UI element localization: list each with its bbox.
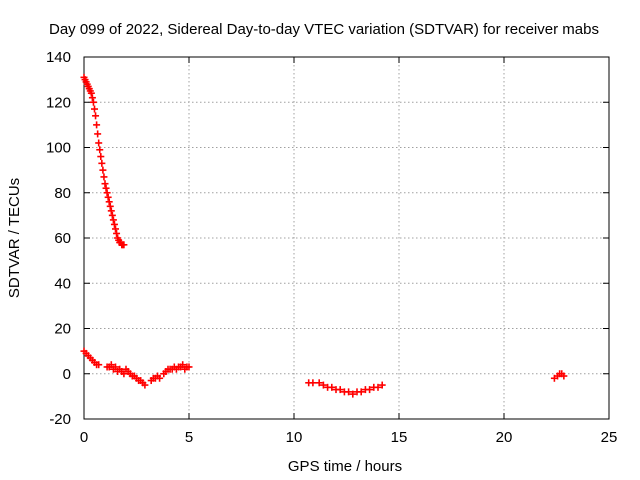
data-point [96,146,104,154]
data-point [120,241,128,249]
data-point [107,361,115,369]
data-point [95,361,103,369]
data-point [357,388,365,396]
y-tick-label: 100 [46,140,71,157]
data-points [80,73,568,398]
data-point [345,388,353,396]
data-point [98,159,106,167]
y-tick-label: 120 [46,94,71,111]
x-tick-label: 15 [391,429,408,446]
data-point [99,166,107,174]
data-point [89,98,97,106]
data-point [366,386,374,394]
y-tick-label: 80 [54,185,71,202]
y-tick-label: -20 [49,411,71,428]
plot-frame [83,56,610,420]
y-tick-label: 60 [54,230,71,247]
data-point [92,112,100,120]
data-point [94,130,102,138]
x-tick-label: 10 [286,429,303,446]
data-point [110,220,118,228]
data-point [101,180,109,188]
grid [84,57,609,419]
data-point [103,189,111,197]
data-point [105,198,113,206]
data-point [113,229,121,237]
data-point [185,363,193,371]
data-point [560,372,568,380]
data-point [328,383,336,391]
data-point [141,381,149,389]
data-point [107,207,115,215]
data-point [102,184,110,192]
data-point [120,370,128,378]
y-tick-label: 20 [54,321,71,338]
data-point [109,216,117,224]
data-point [104,193,112,201]
data-point [319,381,327,389]
data-point [336,386,344,394]
data-point [100,173,108,181]
data-point [97,153,105,161]
data-point [374,383,382,391]
data-point [91,105,98,113]
data-point [179,361,187,369]
chart-title: Day 099 of 2022, Sidereal Day-to-day VTE… [49,21,599,38]
data-point [349,390,357,398]
data-point [88,94,96,102]
data-point [156,374,164,382]
data-point [87,89,95,97]
data-point [108,211,116,219]
data-point [93,121,101,129]
y-tick-label: 140 [46,49,71,66]
data-point [315,379,323,387]
x-tick-label: 5 [185,429,193,446]
data-point [378,381,386,389]
data-point [106,202,114,210]
x-tick-label: 25 [601,429,618,446]
x-tick-label: 20 [496,429,513,446]
y-axis-label: SDTVAR / TECUs [6,178,23,298]
x-tick-label: 0 [80,429,88,446]
x-axis-label: GPS time / hours [288,458,402,475]
data-point [309,379,317,387]
data-point [112,225,119,233]
axis-ticks: 0 5 10 15 20 25 -20 0 20 40 60 80 100 120 140 [46,49,617,446]
data-point [95,139,103,147]
y-tick-label: 0 [63,366,71,383]
y-tick-label: 40 [54,275,71,292]
data-point [112,363,119,371]
